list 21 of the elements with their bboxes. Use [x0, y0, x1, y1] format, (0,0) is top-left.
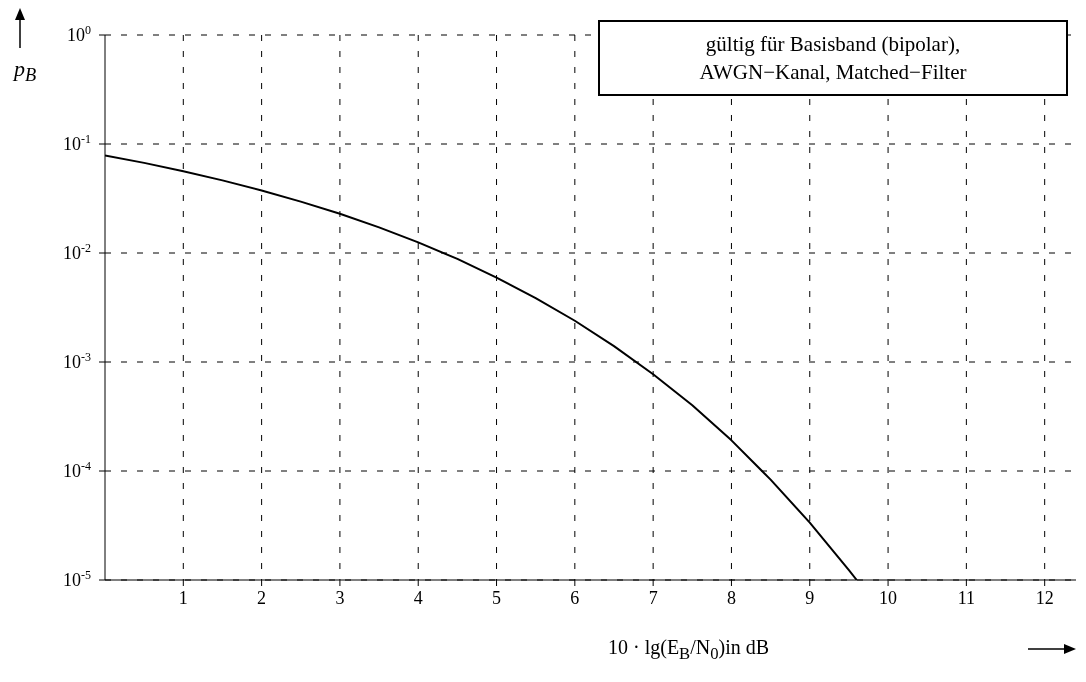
x-tick-label: 7: [648, 588, 658, 608]
y-tick-label: 10$^{0}$: [67, 23, 91, 45]
y-tick-label: 10$^{-1}$: [63, 132, 91, 154]
x-tick-label: 2: [257, 588, 267, 608]
x-tick-label: 8: [726, 588, 736, 608]
y-axis-title: p$_{B}$: [14, 56, 37, 87]
x-tick-label: 11: [957, 588, 976, 608]
x-tick-label: 3: [335, 588, 345, 608]
x-tick-label: 4: [413, 588, 423, 608]
note-box: gültig für Basisband (bipolar), AWGN−Kanal, Matched−Filter: [598, 20, 1068, 96]
x-tick-label: 6: [570, 588, 580, 608]
x-axis-title: 10 · lg(E$_{B}$/N$_{0}$)in dB: [608, 636, 770, 664]
x-tick-label: 10: [879, 588, 898, 608]
y-tick-label: 10$^{-4}$: [63, 459, 91, 481]
x-tick-label: 5: [492, 588, 502, 608]
y-tick-label: 10$^{-2}$: [63, 241, 91, 263]
x-tick-label: 12: [1035, 588, 1054, 608]
y-tick-label: 10$^{-3}$: [63, 350, 91, 372]
y-tick-label: 10$^{-5}$: [63, 568, 91, 590]
x-tick-label: 1: [178, 588, 188, 608]
x-tick-label: 9: [805, 588, 815, 608]
